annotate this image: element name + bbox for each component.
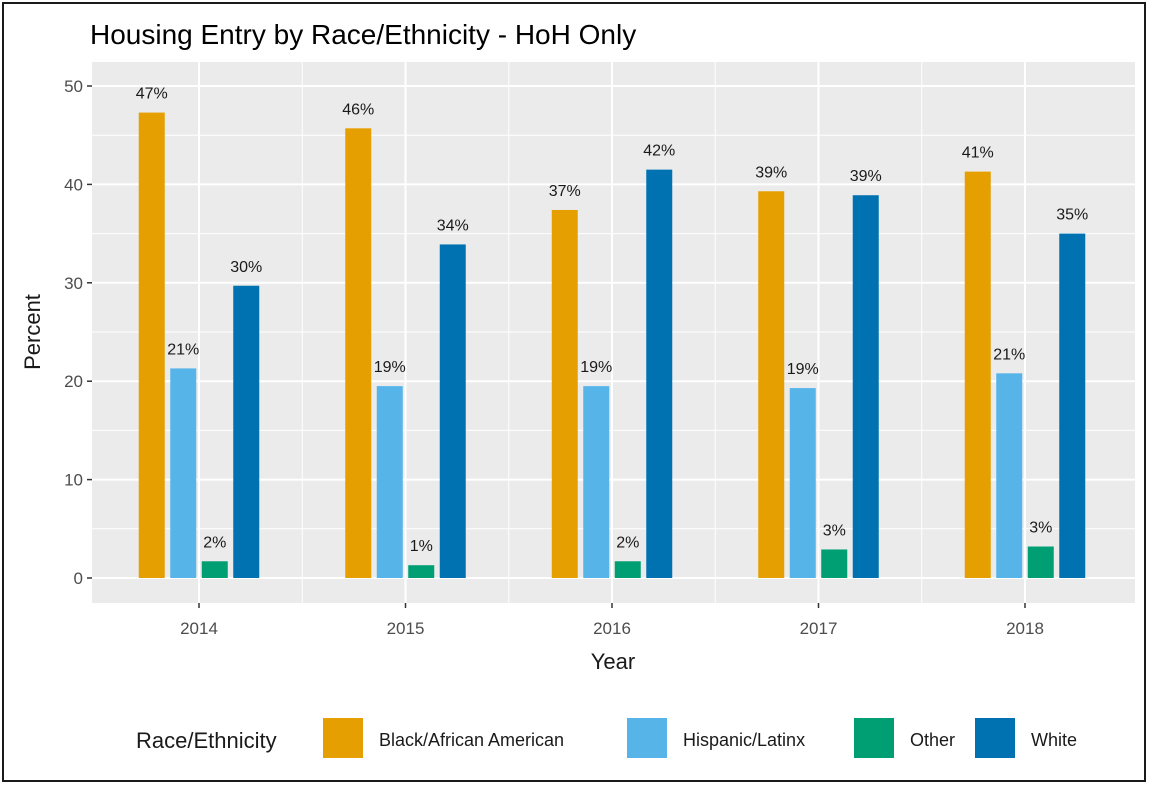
legend-label: Black/African American (379, 730, 564, 750)
bar (821, 549, 848, 578)
data-label: 21% (167, 341, 199, 358)
bar (583, 386, 610, 578)
data-labels: 47% 46% 37% 39% 41% 21% 19% 19% 19% 21% 2% 1% 2% 3% 3%… (136, 86, 1089, 556)
y-tick-label: 0 (74, 569, 83, 588)
data-label: 42% (643, 143, 675, 160)
legend-items: Black/African American Hispanic/Latinx Oth… (323, 718, 1077, 758)
bar (1059, 233, 1086, 578)
legend-swatch (627, 718, 667, 758)
data-label: 41% (962, 145, 994, 162)
bar (996, 373, 1023, 578)
x-tick-label: 2017 (800, 619, 838, 638)
legend-swatch (854, 718, 894, 758)
chart-title: Housing Entry by Race/Ethnicity - HoH On… (90, 19, 636, 50)
legend-label: White (1031, 730, 1077, 750)
y-tick-label: 50 (64, 77, 83, 96)
data-label: 30% (230, 259, 262, 276)
y-tick-label: 40 (64, 175, 83, 194)
bar (646, 169, 673, 578)
data-label: 19% (580, 359, 612, 376)
bar (789, 388, 816, 578)
bar (852, 195, 879, 578)
data-label: 2% (616, 534, 639, 551)
data-label: 34% (437, 217, 469, 234)
data-label: 21% (993, 346, 1025, 363)
legend-label: Other (910, 730, 955, 750)
data-label: 19% (374, 359, 406, 376)
legend: Race/Ethnicity Black/African American His… (136, 718, 1077, 758)
data-label: 37% (549, 183, 581, 200)
bars (138, 112, 1086, 579)
bar (614, 561, 641, 578)
x-tick-label: 2014 (180, 619, 218, 638)
data-label: 39% (850, 168, 882, 185)
x-axis: 2014 2015 2016 2017 2018 (180, 603, 1044, 638)
data-label: 46% (342, 101, 374, 118)
y-tick-label: 10 (64, 471, 83, 490)
bar (551, 209, 578, 578)
legend-swatch (323, 718, 363, 758)
bar (964, 171, 991, 578)
bar (138, 112, 165, 579)
y-axis: 0 10 20 30 40 50 (64, 77, 92, 588)
data-label: 39% (755, 164, 787, 181)
data-label: 35% (1056, 207, 1088, 224)
data-label: 3% (823, 522, 846, 539)
bar (233, 285, 260, 578)
x-tick-label: 2018 (1006, 619, 1044, 638)
legend-title: Race/Ethnicity (136, 728, 277, 753)
x-axis-title: Year (591, 649, 635, 674)
bar (1027, 546, 1054, 578)
bar (439, 244, 466, 578)
data-label: 1% (410, 538, 433, 555)
y-axis-title: Percent (20, 294, 45, 370)
bar (170, 368, 197, 578)
bar (376, 386, 403, 578)
bar (201, 561, 228, 578)
bar (758, 191, 785, 578)
y-tick-label: 20 (64, 372, 83, 391)
data-label: 3% (1029, 520, 1052, 537)
x-tick-label: 2015 (387, 619, 425, 638)
y-tick-label: 30 (64, 274, 83, 293)
legend-swatch (975, 718, 1015, 758)
grid-minor (92, 62, 1135, 603)
bar (408, 565, 435, 578)
bar (345, 128, 372, 578)
data-label: 19% (787, 361, 819, 378)
legend-label: Hispanic/Latinx (683, 730, 805, 750)
grid-major (92, 62, 1135, 603)
data-label: 47% (136, 86, 168, 103)
x-tick-label: 2016 (593, 619, 631, 638)
data-label: 2% (203, 534, 226, 551)
